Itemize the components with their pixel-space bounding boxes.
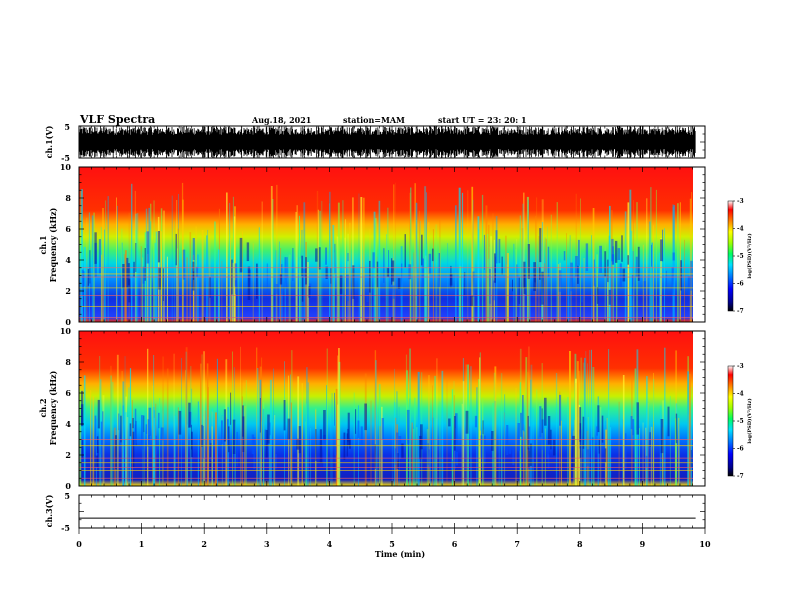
x-axis-ticks <box>78 125 706 534</box>
y-tick-label: 0 <box>65 481 71 491</box>
y-tick-label: 8 <box>65 193 71 203</box>
y-tick-label: 10 <box>60 162 72 172</box>
x-tick-label: 3 <box>264 539 270 549</box>
x-tick-label: 0 <box>76 539 82 549</box>
ch2-spectrogram-ylabel: Frequency (kHz) <box>48 370 58 445</box>
ch1-spectrogram-streaks <box>79 182 693 322</box>
colorbar-tick-label: -3 <box>737 363 744 370</box>
x-tick-label: 9 <box>640 539 646 549</box>
station-label: station=MAM <box>343 115 405 125</box>
ch1-waveform-ylabel: ch.1(V) <box>44 125 54 158</box>
y-tick-label: 4 <box>65 419 71 429</box>
x-tick-label: 1 <box>139 539 145 549</box>
x-tick-label: 5 <box>389 539 395 549</box>
colorbar-tick-label: -7 <box>737 473 744 480</box>
colorbar-tick-label: -7 <box>737 308 744 315</box>
ch1-spectrogram-yticks: 0 2 4 6 8 10 <box>60 162 705 327</box>
y-tick-label: 0 <box>65 317 71 327</box>
ch1-ytick-top: 5 <box>64 122 70 132</box>
colorbar-tick-label: -4 <box>737 226 744 233</box>
x-tick-label: 7 <box>514 539 520 549</box>
y-tick-label: 6 <box>65 224 71 234</box>
ch1-spectrogram-ylabel-channel: ch.1 <box>38 235 48 254</box>
x-axis-tick-labels: 0 1 2 3 4 5 6 7 8 9 10 <box>76 539 711 549</box>
ch2-colorbar: -3 -4 -5 -6 -7 log(PSD)(V²/Hz) <box>727 363 753 480</box>
ch1-colorbar-label: log(PSD)(V²/Hz) <box>746 233 753 278</box>
ch2-spectrogram-yticks: 0 2 4 6 8 10 <box>60 326 705 491</box>
x-tick-label: 6 <box>452 539 458 549</box>
ch3-waveform-ylabel: ch.3(V) <box>44 494 54 527</box>
ch2-spectrogram-heatmap <box>79 331 693 486</box>
colorbar-tick-label: -5 <box>737 253 744 260</box>
ch3-waveform-panel: 5 -5 ch.3(V) <box>44 491 706 533</box>
colorbar-tick-label: -3 <box>737 198 744 205</box>
ch1-spectrogram-ylabel: Frequency (kHz) <box>48 207 58 282</box>
ch2-colorbar-label: log(PSD)(V²/Hz) <box>746 398 753 443</box>
start-time-label: start UT = 23: 20: 1 <box>438 115 527 125</box>
x-tick-label: 4 <box>327 539 333 549</box>
x-tick-label: 8 <box>577 539 583 549</box>
colorbar-tick-label: -5 <box>737 418 744 425</box>
colorbar-tick-label: -6 <box>737 281 744 288</box>
ch1-spectrogram-heatmap <box>79 167 693 322</box>
ch2-spectrogram-panel: 0 2 4 6 8 10 ch.2 Frequency (kHz) <box>38 326 706 491</box>
y-tick-label: 4 <box>65 255 71 265</box>
ch2-spectrogram-ylabel-channel: ch.2 <box>38 398 48 417</box>
x-tick-label: 2 <box>201 539 207 549</box>
ch1-waveform-panel: 5 -5 ch.1(V) <box>44 122 706 163</box>
colorbar-tick-label: -4 <box>737 391 744 398</box>
ch3-ytick-bottom: -5 <box>61 523 70 533</box>
y-tick-label: 2 <box>65 450 71 460</box>
date-label: Aug.18, 2021 <box>251 115 311 125</box>
ch2-spectrogram-bands <box>79 439 693 479</box>
x-axis-label: Time (min) <box>375 549 425 559</box>
y-tick-label: 8 <box>65 357 71 367</box>
ch1-colorbar: -3 -4 -5 -6 -7 log(PSD)(V²/Hz) <box>727 198 753 315</box>
y-tick-label: 2 <box>65 286 71 296</box>
colorbar-tick-label: -6 <box>737 446 744 453</box>
y-tick-label: 6 <box>65 388 71 398</box>
x-tick-label: 10 <box>699 539 711 549</box>
ch3-ytick-top: 5 <box>64 491 70 501</box>
figure-title: VLF Spectra <box>79 113 155 126</box>
ch1-spectrogram-panel: 0 2 4 6 8 10 ch.1 Frequency (kHz) <box>38 162 706 327</box>
y-tick-label: 10 <box>60 326 72 336</box>
ch1-spectrogram-bands <box>79 267 693 318</box>
ch1-ytick-bottom: -5 <box>61 153 70 163</box>
